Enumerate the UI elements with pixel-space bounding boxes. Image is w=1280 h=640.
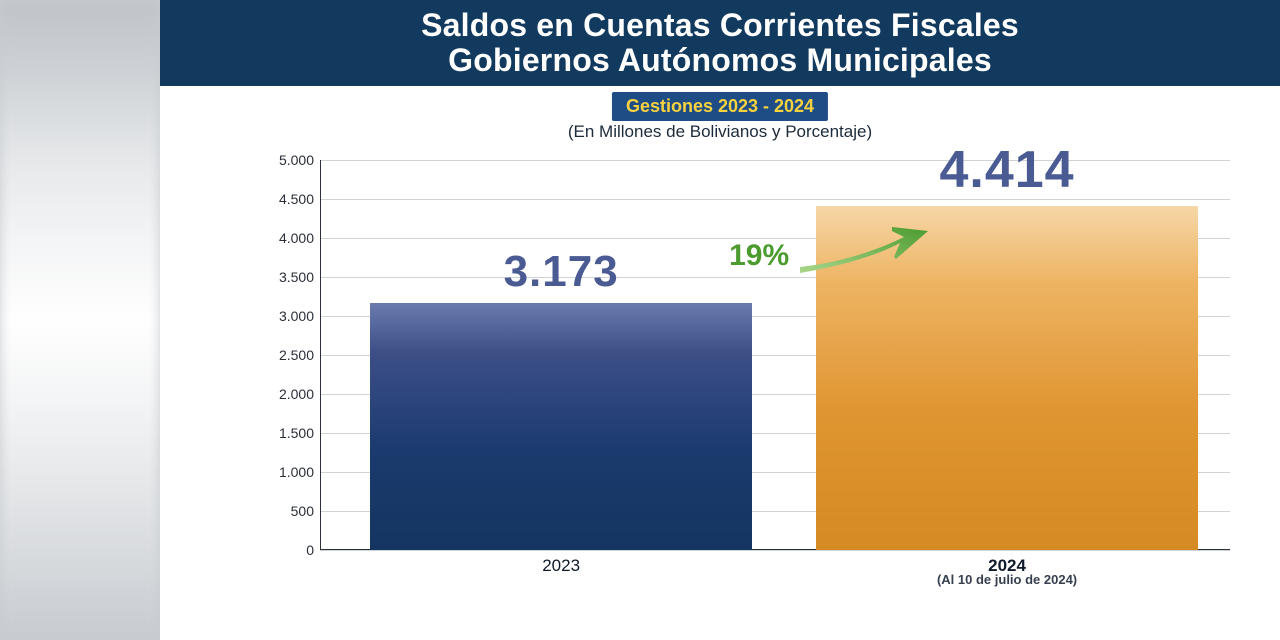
y-tick-label: 1.500 (254, 425, 314, 441)
page-title: Saldos en Cuentas Corrientes Fiscales Go… (421, 8, 1019, 77)
gridline (320, 550, 1230, 551)
y-axis (320, 160, 321, 550)
increase-arrow-icon (796, 223, 936, 283)
y-tick-label: 500 (254, 503, 314, 519)
x-tick-note: (Al 10 de julio de 2024) (937, 572, 1077, 587)
y-tick-label: 1.000 (254, 464, 314, 480)
subtitle-pill-text: Gestiones 2023 - 2024 (626, 96, 814, 116)
chart-card: Saldos en Cuentas Corrientes Fiscales Go… (160, 0, 1280, 640)
y-tick-label: 3.500 (254, 269, 314, 285)
bar-value-label: 4.414 (939, 140, 1074, 200)
y-tick-label: 2.000 (254, 386, 314, 402)
subtitle-paren: (En Millones de Bolivianos y Porcentaje) (568, 122, 872, 142)
bar-value-label: 3.173 (504, 247, 619, 297)
bar-2023 (370, 303, 752, 550)
gridline (320, 199, 1230, 200)
increase-pct: 19% (729, 239, 789, 273)
subtitle-pill: Gestiones 2023 - 2024 (612, 92, 828, 121)
x-tick-label: 2023 (542, 556, 580, 576)
bar-chart: 0 500 1.000 1.500 2.000 2.500 3.000 3.500 4.000 4… (250, 160, 1240, 600)
title-line-1: Saldos en Cuentas Corrientes Fiscales (421, 7, 1019, 43)
plot-area: 05001.0001.5002.0002.5003.0003.5004.0004… (320, 160, 1230, 550)
title-band: Saldos en Cuentas Corrientes Fiscales Go… (160, 0, 1280, 86)
y-tick-label: 4.000 (254, 230, 314, 246)
y-tick-label: 4.500 (254, 191, 314, 207)
y-tick-label: 5.000 (254, 152, 314, 168)
y-tick-label: 0 (254, 542, 314, 558)
y-tick-label: 2.500 (254, 347, 314, 363)
left-blur-strip (0, 0, 160, 640)
title-line-2: Gobiernos Autónomos Municipales (448, 42, 992, 78)
gridline (320, 160, 1230, 161)
y-tick-label: 3.000 (254, 308, 314, 324)
